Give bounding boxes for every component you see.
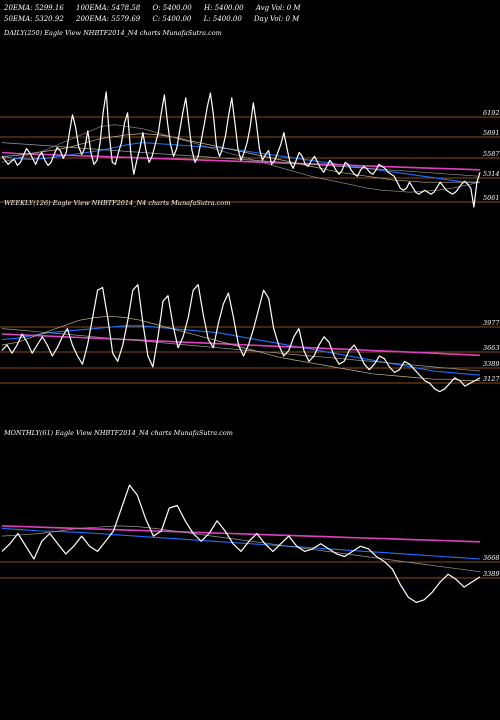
header-ema200: 200EMA: 5579.69 <box>76 15 141 23</box>
header-ema100: 100EMA: 5478.58 <box>76 4 141 12</box>
header-avg-vol: Avg Vol: 0 M <box>255 4 301 12</box>
ema-line-2 <box>1 333 481 357</box>
header-ema20: 20EMA: 5299.16 <box>4 4 64 12</box>
ema-line-3 <box>1 525 481 573</box>
level-label: 3663 <box>483 344 500 352</box>
level-label: 6192 <box>483 109 500 117</box>
level-label: 3127 <box>483 375 500 383</box>
price-line <box>1 484 481 604</box>
header-row-2: 50EMA: 5320.92 200EMA: 5579.69 C: 5400.0… <box>4 15 309 23</box>
header-ema50: 50EMA: 5320.92 <box>4 15 64 23</box>
level-label: 5061 <box>483 194 500 202</box>
panel-title: DAILY(250) Eagle View NHBTF2014_N4 chart… <box>3 29 222 37</box>
ema-line-1 <box>1 325 481 376</box>
level-label: 5587 <box>483 150 500 158</box>
chart-panel-3: MONTHLY(61) Eagle View NHBTF2014_N4 char… <box>0 429 500 604</box>
header-open: O: 5400.00 <box>152 4 192 12</box>
header-low: L: 5400.00 <box>203 15 242 23</box>
ema-line-4 <box>1 315 480 381</box>
level-label: 3389 <box>483 360 500 368</box>
price-line <box>1 284 481 393</box>
level-label: 5314 <box>483 170 500 178</box>
panel-title: WEEKLY(126) Eagle View NHBTF2014_N4 char… <box>4 199 230 207</box>
level-label: 3977 <box>483 319 500 327</box>
chart-panel-1: DAILY(250) Eagle View NHBTF2014_N4 chart… <box>0 29 500 208</box>
ema-line-2 <box>1 151 481 171</box>
header-high: H: 5400.00 <box>204 4 244 12</box>
panel-title: MONTHLY(61) Eagle View NHBTF2014_N4 char… <box>3 429 233 437</box>
header-row-1: 20EMA: 5299.16 100EMA: 5478.58 O: 5400.0… <box>4 4 311 12</box>
ema-line-2 <box>1 525 481 543</box>
ema-line-5 <box>1 124 481 193</box>
header-day-vol: Day Vol: 0 M <box>254 15 300 23</box>
level-label: 5891 <box>483 129 500 137</box>
ema-line-4 <box>1 133 480 183</box>
level-label: 3668 <box>483 554 500 562</box>
ema-line-1 <box>1 142 480 183</box>
level-label: 3389 <box>483 570 500 578</box>
price-line <box>1 91 481 208</box>
header-close: C: 5400.00 <box>152 15 192 23</box>
ema-line-1 <box>1 527 481 560</box>
chart-panel-2: WEEKLY(126) Eagle View NHBTF2014_N4 char… <box>0 199 500 393</box>
